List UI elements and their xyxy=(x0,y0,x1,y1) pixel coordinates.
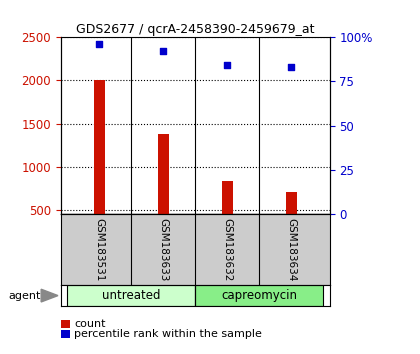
Bar xyxy=(195,285,323,306)
Text: GSM183632: GSM183632 xyxy=(222,218,232,281)
Point xyxy=(288,64,295,70)
Text: GSM183531: GSM183531 xyxy=(94,218,104,281)
Text: GSM183634: GSM183634 xyxy=(286,218,296,281)
Text: percentile rank within the sample: percentile rank within the sample xyxy=(74,329,262,339)
Polygon shape xyxy=(41,289,58,302)
Bar xyxy=(286,192,297,214)
Bar xyxy=(221,181,233,214)
Bar xyxy=(67,285,195,306)
Text: untreated: untreated xyxy=(102,289,160,302)
Text: capreomycin: capreomycin xyxy=(221,289,297,302)
Point xyxy=(160,48,167,54)
Bar xyxy=(94,80,105,214)
Text: GSM183633: GSM183633 xyxy=(158,218,168,281)
Point xyxy=(96,41,102,47)
Bar xyxy=(158,134,169,214)
Text: agent: agent xyxy=(8,291,41,301)
Text: count: count xyxy=(74,319,106,329)
Point xyxy=(224,63,231,68)
Title: GDS2677 / qcrA-2458390-2459679_at: GDS2677 / qcrA-2458390-2459679_at xyxy=(76,23,315,36)
